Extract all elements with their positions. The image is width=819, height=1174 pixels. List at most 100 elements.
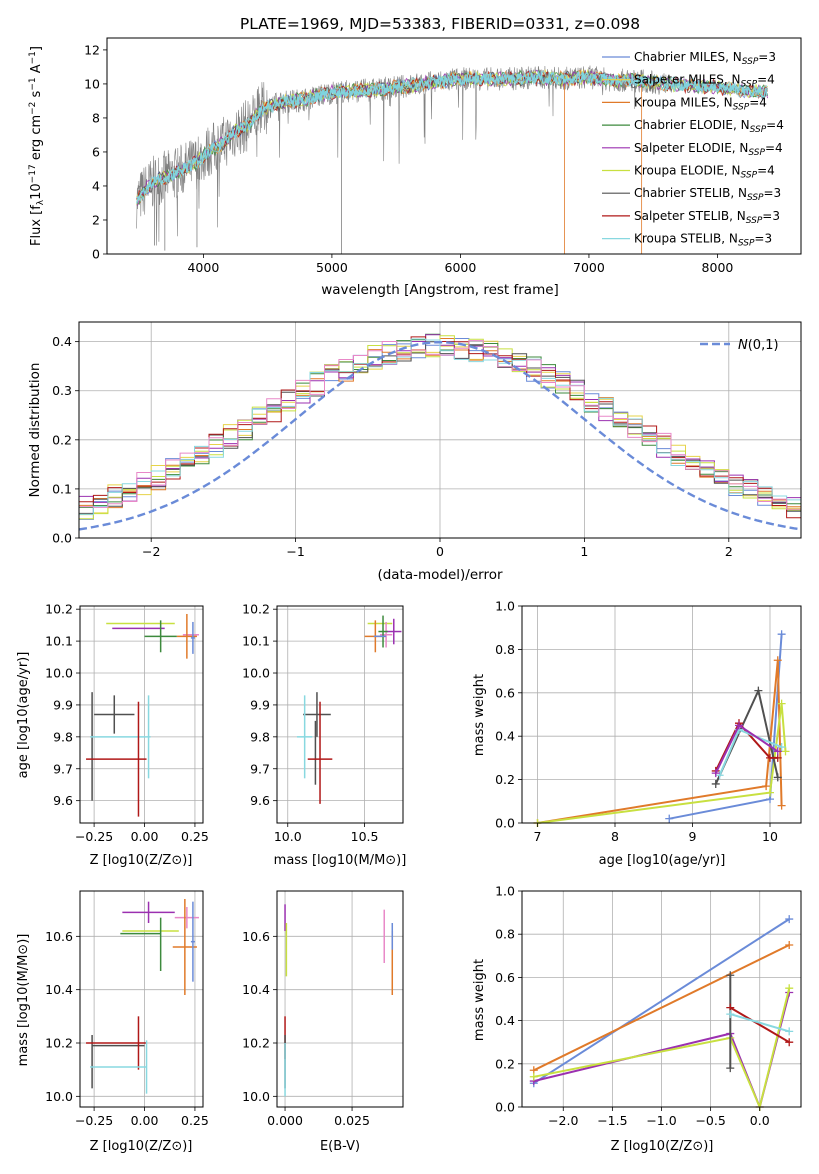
error-bar-point — [176, 613, 197, 659]
y-tick-label: 0.0 — [495, 816, 515, 831]
y-tick-label: 1.0 — [495, 599, 515, 614]
y-tick-label: 0.0 — [495, 1100, 515, 1115]
figure-title: PLATE=1969, MJD=53383, FIBERID=0331, z=0… — [240, 15, 640, 33]
model-spectrum-line — [136, 70, 769, 203]
y-tick-label: 10.2 — [242, 602, 270, 617]
y-tick-label: 10.0 — [242, 666, 270, 681]
x-tick-label: 9 — [689, 829, 697, 844]
mass-vs-metallicity-panel: −0.25 0.00 0.25 10.0 10.2 10.4 10.6 Z [log10(Z/… — [16, 890, 209, 1154]
weight-series-line — [537, 703, 787, 824]
normal-reference-curve — [78, 340, 802, 531]
y-axis-label: Flux [fλ10−17 erg cm−2 s−1 A−1] — [28, 46, 46, 246]
legend-entry-label: Salpeter ELODIE, NSSP=4 — [634, 141, 783, 158]
y-tick-label: 10.6 — [242, 929, 270, 944]
best-model-line — [136, 70, 768, 204]
weight-series — [711, 721, 782, 778]
error-bar-point — [303, 692, 331, 737]
error-bar-point — [379, 621, 393, 648]
weight-marker — [711, 769, 720, 778]
x-tick-label: 7 — [534, 829, 542, 844]
mass-vs-extinction-panel: 0.000 0.025 10.0 10.2 10.4 10.6 E(B-V) — [242, 890, 404, 1154]
weight-series-line — [533, 987, 791, 1111]
weight-marker — [711, 779, 720, 788]
x-tick-label: 0.025 — [334, 1113, 370, 1128]
x-tick-label: −1 — [286, 544, 304, 559]
y-tick-label: 12 — [84, 42, 100, 57]
axes-frame — [276, 890, 404, 1108]
legend-entry-label: Chabrier ELODIE, NSSP=4 — [634, 118, 784, 135]
plot-area — [136, 65, 769, 254]
y-tick-label: 0.4 — [495, 1013, 515, 1028]
error-bar-point — [296, 695, 313, 779]
weight-marker — [785, 1038, 794, 1047]
weight-marker — [777, 801, 786, 810]
x-tick-label: 2 — [725, 544, 733, 559]
y-axis-label: mass weight — [472, 959, 487, 1041]
plot-area — [284, 904, 394, 1097]
plot-area — [533, 630, 790, 827]
x-tick-label: 0.000 — [267, 1113, 303, 1128]
x-tick-label: 10.5 — [351, 829, 379, 844]
error-bar-point — [190, 901, 195, 982]
y-axis-label: mass weight — [472, 674, 487, 756]
weight-marker — [773, 773, 782, 782]
weight-series-line — [537, 660, 783, 824]
weight-marker — [766, 788, 774, 797]
x-tick-label: 0 — [436, 544, 444, 559]
y-tick-label: 0.6 — [495, 970, 515, 985]
x-tick-label: 10 — [762, 829, 778, 844]
plot-area — [86, 613, 199, 817]
x-axis-label: (data-model)/error — [377, 567, 503, 583]
y-axis-label: age [log10(age/yr)] — [16, 652, 31, 779]
x-tick-label: 0.00 — [131, 1113, 159, 1128]
legend-entry-label: Salpeter STELIB, NSSP=3 — [634, 209, 780, 226]
y-tick-label: 0.6 — [495, 685, 515, 700]
y-tick-label: 10.0 — [242, 1089, 270, 1104]
error-bar-point — [190, 621, 195, 654]
y-axis-label: Normed distribution — [27, 363, 43, 498]
legend-entry-label: Kroupa STELIB, NSSP=3 — [634, 232, 772, 249]
weight-marker — [777, 743, 786, 752]
y-tick-label: 10 — [84, 76, 100, 91]
age-vs-mass-panel: 10.0 10.5 9.6 9.7 9.8 9.9 10.0 10.1 10.2 mass [lo… — [242, 602, 406, 868]
y-tick-label: 10.0 — [45, 1089, 73, 1104]
y-tick-label: 10.1 — [45, 634, 73, 649]
x-tick-label: 0.25 — [181, 829, 209, 844]
error-bar-point — [144, 620, 177, 653]
weight-marker — [529, 1072, 538, 1081]
x-axis-label: E(B-V) — [320, 1139, 360, 1154]
error-bar-point — [94, 695, 135, 734]
y-tick-label: 10.2 — [45, 1036, 73, 1051]
x-tick-label: −0.25 — [75, 1113, 113, 1128]
x-tick-label: 8000 — [702, 260, 734, 275]
x-tick-label: 0.0 — [750, 1113, 770, 1128]
y-tick-label: 8 — [92, 110, 100, 125]
x-axis-label: mass [log10(M/M⊙)] — [274, 853, 407, 868]
x-tick-label: −1.0 — [646, 1113, 676, 1128]
axes-frame — [276, 605, 404, 824]
residual-histogram-step — [79, 338, 801, 515]
weight-marker — [785, 1027, 794, 1036]
x-tick-label: 10.0 — [274, 829, 302, 844]
plot-area — [296, 615, 402, 804]
y-tick-label: 10.2 — [242, 1036, 270, 1051]
plot-area — [78, 333, 802, 531]
plot-area — [86, 899, 199, 1094]
axes-frame — [79, 890, 204, 1108]
axes-frame — [521, 890, 802, 1108]
weight-marker — [777, 699, 786, 708]
y-tick-label: 9.6 — [250, 793, 270, 808]
spectrum-panel: 4000 5000 6000 7000 8000 0 2 4 6 8 10 12 Chabrier MI… — [28, 37, 802, 298]
y-tick-label: 0.4 — [495, 729, 515, 744]
weight-marker — [762, 782, 771, 791]
model-spectrum-line — [136, 68, 768, 205]
legend-entry-label: Salpeter MILES, NSSP=4 — [634, 73, 775, 90]
weight-marker — [781, 747, 790, 756]
y-tick-label: 10.6 — [45, 929, 73, 944]
y-tick-label: 10.2 — [45, 602, 73, 617]
y-axis-label: mass [log10(M/M⊙)] — [16, 934, 31, 1067]
y-tick-label: 9.9 — [250, 697, 270, 712]
x-axis-label: Z [log10(Z/Z⊙)] — [90, 853, 193, 868]
x-axis-label: age [log10(age/yr)] — [599, 853, 726, 868]
weight-series-line — [669, 634, 783, 820]
